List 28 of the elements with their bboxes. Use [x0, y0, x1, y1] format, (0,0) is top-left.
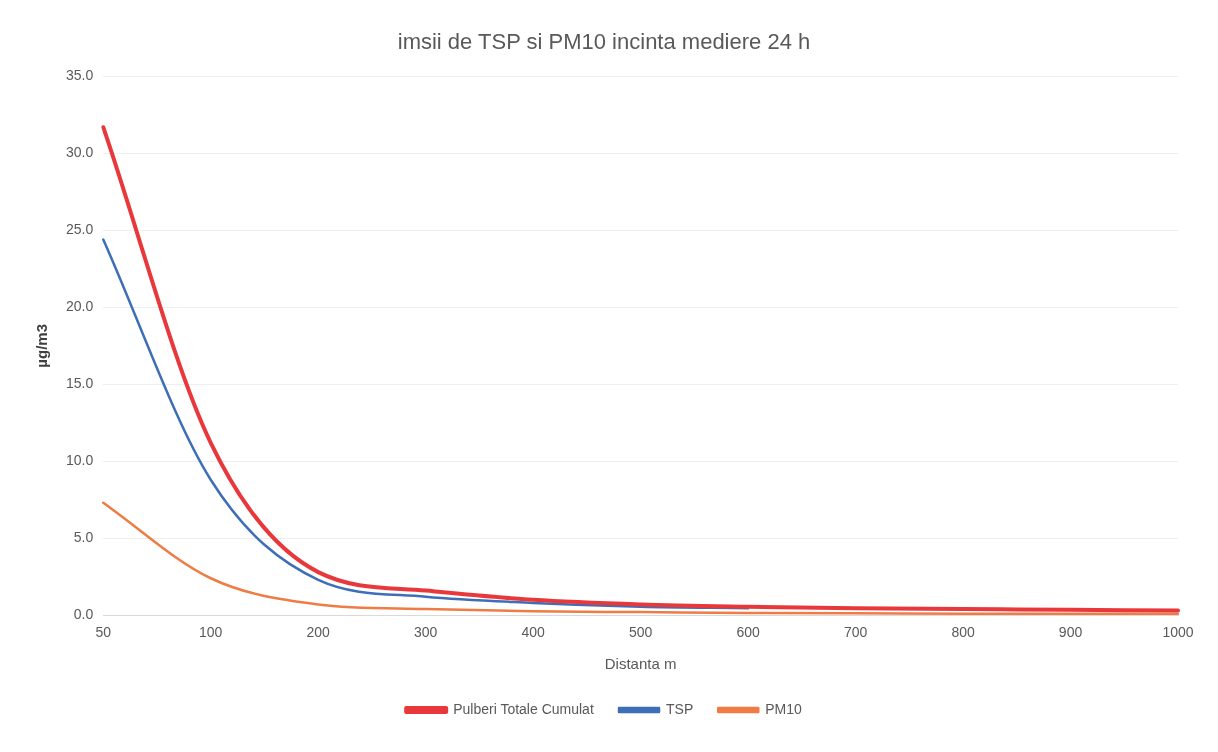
x-tick-label: 200 [306, 624, 331, 641]
x-tick-label: 500 [628, 624, 653, 641]
line-series [101, 125, 1180, 613]
legend-label: Pulberi Totale Cumulat [453, 700, 594, 717]
y-axis-title: µg/m3 [33, 323, 51, 368]
x-tick-label: 800 [951, 624, 975, 641]
y-tick-label: 20.0 [66, 298, 94, 315]
x-tick-label: 300 [413, 624, 438, 641]
y-tick-label: 30.0 [66, 144, 94, 161]
legend-label: TSP [666, 700, 694, 717]
x-tick-label: 1000 [1162, 624, 1194, 641]
y-tick-label: 25.0 [66, 221, 94, 238]
y-tick-label: 35.0 [66, 67, 94, 84]
x-axis-title: Distanta m [604, 655, 677, 673]
line-series [102, 501, 1180, 615]
line-series [102, 238, 750, 610]
x-tick-label: 100 [199, 624, 223, 641]
chart-title: imsii de TSP si PM10 incinta mediere 24 h [397, 29, 811, 55]
x-tick-label: 700 [843, 624, 868, 641]
x-tick-label: 900 [1058, 624, 1083, 641]
x-tick-label: 400 [521, 624, 546, 641]
y-tick-label: 0.0 [73, 606, 94, 623]
y-tick-label: 5.0 [73, 529, 94, 546]
legend-label: PM10 [765, 700, 803, 717]
y-tick-label: 15.0 [66, 375, 94, 392]
x-tick-label: 600 [736, 624, 760, 641]
x-tick-label: 50 [95, 624, 112, 641]
y-tick-label: 10.0 [66, 452, 94, 469]
